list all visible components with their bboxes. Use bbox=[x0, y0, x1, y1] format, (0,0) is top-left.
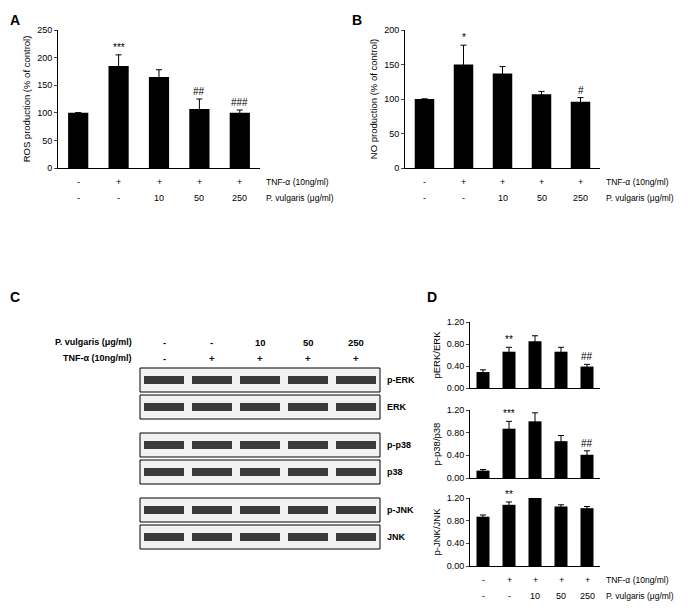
svg-text:+: + bbox=[461, 177, 466, 187]
svg-text:0.00: 0.00 bbox=[447, 473, 465, 483]
svg-text:250: 250 bbox=[348, 337, 364, 348]
svg-text:##: ## bbox=[581, 438, 593, 449]
svg-text:0.80: 0.80 bbox=[447, 339, 465, 349]
svg-text:150: 150 bbox=[384, 60, 399, 70]
svg-text:10: 10 bbox=[154, 193, 164, 203]
svg-text:p-ERK: p-ERK bbox=[387, 375, 415, 385]
svg-text:+: + bbox=[578, 177, 583, 187]
svg-text:+: + bbox=[539, 177, 544, 187]
svg-text:NO production (% of control): NO production (% of control) bbox=[368, 39, 379, 159]
svg-text:10: 10 bbox=[498, 193, 508, 203]
svg-text:-: - bbox=[117, 193, 120, 203]
svg-text:+: + bbox=[157, 177, 162, 187]
svg-text:50: 50 bbox=[42, 136, 52, 146]
svg-text:50: 50 bbox=[303, 337, 314, 348]
svg-text:*: * bbox=[462, 32, 466, 43]
svg-text:p38: p38 bbox=[387, 467, 403, 477]
svg-text:-: - bbox=[163, 337, 166, 348]
svg-text:p-p38: p-p38 bbox=[387, 440, 411, 450]
svg-text:+: + bbox=[353, 353, 359, 364]
svg-text:0.40: 0.40 bbox=[447, 361, 465, 371]
svg-text:-: - bbox=[423, 177, 426, 187]
svg-text:#: # bbox=[578, 85, 584, 96]
svg-text:100: 100 bbox=[37, 108, 52, 118]
svg-text:-: - bbox=[77, 193, 80, 203]
svg-text:A: A bbox=[10, 12, 20, 28]
svg-text:***: *** bbox=[113, 42, 125, 53]
svg-text:pERK/ERK: pERK/ERK bbox=[431, 331, 442, 379]
svg-text:1.20: 1.20 bbox=[447, 405, 465, 415]
svg-text:TNF-α (10ng/ml): TNF-α (10ng/ml) bbox=[63, 353, 132, 363]
svg-text:P. vulgaris (μg/ml): P. vulgaris (μg/ml) bbox=[55, 337, 132, 347]
svg-text:+: + bbox=[559, 575, 564, 585]
svg-text:###: ### bbox=[231, 97, 248, 108]
svg-text:p-p38/p38: p-p38/p38 bbox=[431, 423, 442, 466]
svg-text:P. vulgaris (μg/ml): P. vulgaris (μg/ml) bbox=[606, 591, 674, 601]
svg-text:p-JNK: p-JNK bbox=[387, 505, 414, 515]
svg-text:-: - bbox=[482, 591, 485, 601]
svg-text:+: + bbox=[585, 575, 590, 585]
svg-text:100: 100 bbox=[384, 94, 399, 104]
svg-text:P. vulgaris (μg/ml): P. vulgaris (μg/ml) bbox=[606, 193, 674, 203]
svg-text:0.00: 0.00 bbox=[447, 383, 465, 393]
svg-text:-: - bbox=[163, 353, 166, 364]
svg-text:+: + bbox=[257, 353, 263, 364]
svg-text:-: - bbox=[210, 337, 213, 348]
svg-text:##: ## bbox=[581, 351, 593, 362]
svg-text:TNF-α (10ng/ml): TNF-α (10ng/ml) bbox=[606, 177, 669, 187]
svg-text:+: + bbox=[197, 177, 202, 187]
svg-text:-: - bbox=[482, 575, 485, 585]
svg-text:0: 0 bbox=[47, 163, 52, 173]
svg-text:p-JNK/JNK: p-JNK/JNK bbox=[431, 508, 442, 556]
svg-text:##: ## bbox=[193, 86, 205, 97]
svg-text:+: + bbox=[500, 177, 505, 187]
svg-text:D: D bbox=[427, 289, 437, 305]
svg-text:+: + bbox=[533, 575, 538, 585]
svg-text:0: 0 bbox=[394, 163, 399, 173]
svg-text:+: + bbox=[305, 353, 311, 364]
svg-text:TNF-α (10ng/ml): TNF-α (10ng/ml) bbox=[606, 575, 669, 585]
svg-text:50: 50 bbox=[194, 193, 204, 203]
svg-text:0.40: 0.40 bbox=[447, 538, 465, 548]
svg-text:200: 200 bbox=[37, 53, 52, 63]
svg-text:200: 200 bbox=[384, 25, 399, 35]
svg-text:50: 50 bbox=[556, 591, 566, 601]
svg-text:P. vulgaris (μg/ml): P. vulgaris (μg/ml) bbox=[266, 193, 334, 203]
svg-text:-: - bbox=[423, 193, 426, 203]
svg-text:10: 10 bbox=[530, 591, 540, 601]
svg-text:JNK: JNK bbox=[387, 532, 406, 542]
svg-text:C: C bbox=[10, 289, 20, 305]
svg-text:50: 50 bbox=[389, 129, 399, 139]
svg-text:-: - bbox=[462, 193, 465, 203]
svg-text:250: 250 bbox=[573, 193, 588, 203]
svg-text:1.20: 1.20 bbox=[447, 317, 465, 327]
svg-text:150: 150 bbox=[37, 80, 52, 90]
svg-text:0.80: 0.80 bbox=[447, 516, 465, 526]
svg-text:+: + bbox=[507, 575, 512, 585]
svg-text:1.20: 1.20 bbox=[447, 493, 465, 503]
svg-text:-: - bbox=[77, 177, 80, 187]
svg-text:**: ** bbox=[505, 334, 513, 345]
svg-text:250: 250 bbox=[37, 25, 52, 35]
svg-text:10: 10 bbox=[255, 337, 266, 348]
svg-text:0.00: 0.00 bbox=[447, 561, 465, 571]
svg-text:+: + bbox=[116, 177, 121, 187]
svg-text:**: ** bbox=[505, 489, 513, 500]
svg-text:0.80: 0.80 bbox=[447, 428, 465, 438]
svg-text:+: + bbox=[209, 353, 215, 364]
svg-text:+: + bbox=[237, 177, 242, 187]
svg-text:250: 250 bbox=[580, 591, 595, 601]
svg-text:250: 250 bbox=[232, 193, 247, 203]
svg-text:-: - bbox=[508, 591, 511, 601]
svg-text:ROS production (% of control): ROS production (% of control) bbox=[21, 36, 32, 163]
svg-text:B: B bbox=[352, 12, 362, 28]
svg-text:ERK: ERK bbox=[387, 402, 407, 412]
svg-text:50: 50 bbox=[537, 193, 547, 203]
svg-text:0.40: 0.40 bbox=[447, 450, 465, 460]
svg-text:***: *** bbox=[503, 408, 515, 419]
svg-text:TNF-α (10ng/ml): TNF-α (10ng/ml) bbox=[266, 177, 329, 187]
